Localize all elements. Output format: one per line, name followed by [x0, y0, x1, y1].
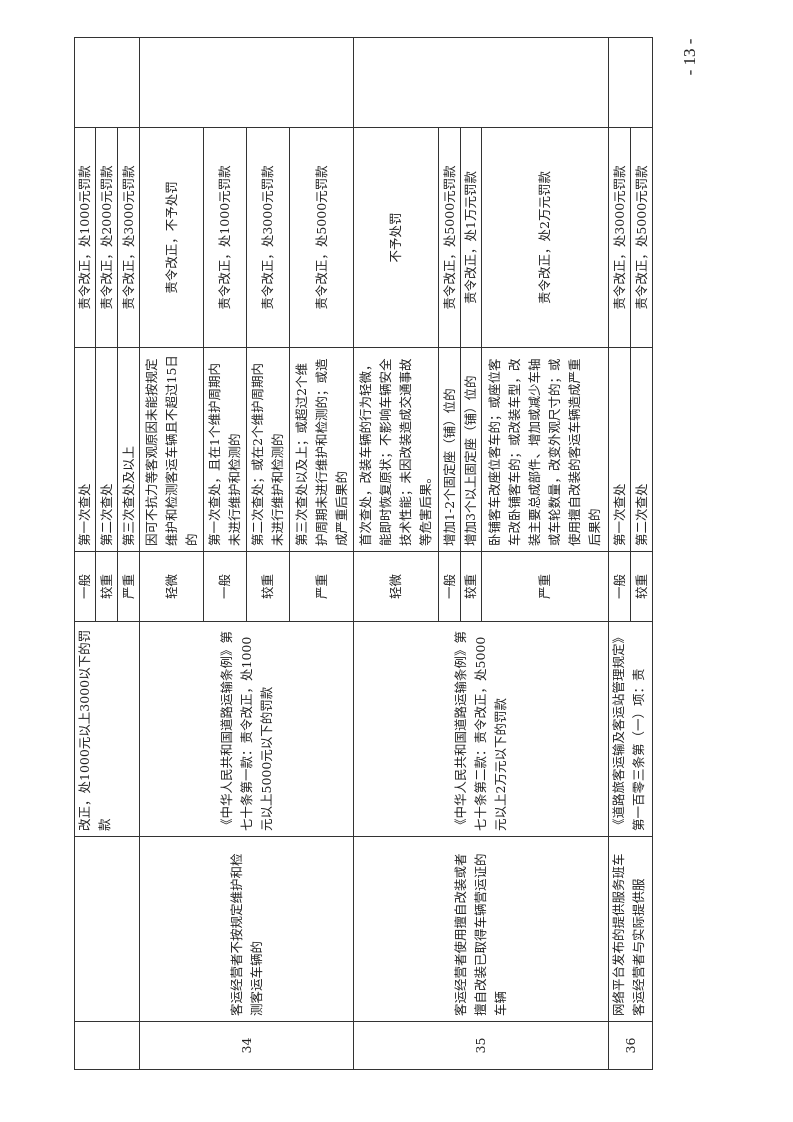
penalty-cell: 责令改正，处5000元罚款 [289, 127, 354, 348]
case-cell: 第一次查处，且在1个维护周期内未进行维护和检测的 [203, 347, 247, 552]
penalty-cell: 责令改正，处3000元罚款 [246, 127, 290, 348]
case-cell: 因可不抗力等客观原因未能按规定维护和检测客运车辆且不超过15日的 [139, 347, 204, 552]
level-cell: 严重 [117, 551, 140, 622]
case-cell: 首次查处，改装车辆的行为轻微，能即时恢复原状；不影响车辆安全技术性能；未因改装造… [353, 347, 439, 552]
legal-cell: 《中华人民共和国道路运输条例》第七十条第二款：责令改正，处5000元以上2万元以… [353, 621, 609, 837]
remark-cell [74, 37, 140, 128]
seq-cell: 35 [353, 1021, 609, 1070]
level-cell: 较重 [630, 551, 653, 622]
table-row: 36 网络平台发布的提供服务班车客运经营者与实际提供服 《道路旅客运输及客运站管… [608, 37, 653, 1070]
level-cell: 较重 [246, 551, 290, 622]
level-cell: 一般 [608, 551, 631, 622]
penalty-cell: 责令改正，处1万元罚款 [460, 127, 482, 348]
penalty-cell: 责令改正，处2000元罚款 [95, 127, 118, 348]
table-row: 改正，处1000元以上3000以下的罚款 一般 第一次查处 责令改正，处1000… [74, 37, 140, 1070]
seq-cell [74, 1021, 140, 1070]
case-cell: 卧铺客车改座位客车的；或座位客车改卧铺客车的；或改装车型，改装主要总成部件、增加… [481, 347, 609, 552]
penalty-cell: 不予处罚 [353, 127, 439, 348]
penalty-cell: 责令改正，处1000元罚款 [203, 127, 247, 348]
page-number: - 13 - [680, 38, 699, 76]
penalty-cell: 责令改正，处3000元罚款 [117, 127, 140, 348]
case-cell: 第一次查处 [608, 347, 631, 552]
table-row: 35 客运经营者使用擅自改装或者擅自改装已取得车辆营运证的车辆 《中华人民共和国… [353, 37, 609, 1070]
level-cell: 较重 [460, 551, 482, 622]
desc-cell: 客运经营者使用擅自改装或者擅自改装已取得车辆营运证的车辆 [353, 836, 609, 1022]
penalty-table: 改正，处1000元以上3000以下的罚款 一般 第一次查处 责令改正，处1000… [74, 37, 653, 1070]
case-cell: 第一次查处 [74, 347, 96, 552]
case-cell: 第三次查处及以上 [117, 347, 140, 552]
penalty-cell: 责令改正，处1000元罚款 [74, 127, 96, 348]
case-cell: 第二次查处 [630, 347, 653, 552]
penalty-cell: 责令改正，处2万元罚款 [481, 127, 609, 348]
penalty-cell: 责令改正，处5000元罚款 [630, 127, 653, 348]
desc-cell: 客运经营者不按规定维护和检测客运车辆的 [139, 836, 354, 1022]
penalty-cell: 责令改正，不予处罚 [139, 127, 204, 348]
case-cell: 增加3个以上固定座（铺）位的 [460, 347, 482, 552]
level-cell: 轻微 [353, 551, 439, 622]
case-cell: 第二次查处 [95, 347, 118, 552]
level-cell: 严重 [481, 551, 609, 622]
case-cell: 第二次查处；或在2个维护周期内未进行维护和检测的 [246, 347, 290, 552]
seq-cell: 36 [608, 1021, 653, 1070]
legal-cell: 《中华人民共和国道路运输条例》第七十条第一款：责令改正，处1000元以上5000… [139, 621, 354, 837]
table-row: 34 客运经营者不按规定维护和检测客运车辆的 《中华人民共和国道路运输条例》第七… [139, 37, 354, 1070]
legal-cell: 改正，处1000元以上3000以下的罚款 [74, 621, 140, 837]
legal-cell: 《道路旅客运输及客运站管理规定》第一百零三条第（一）项：责 [608, 621, 653, 837]
level-cell: 严重 [289, 551, 354, 622]
desc-cell: 网络平台发布的提供服务班车客运经营者与实际提供服 [608, 836, 653, 1022]
case-cell: 增加1-2个固定座（铺）位的 [438, 347, 461, 552]
level-cell: 轻微 [139, 551, 204, 622]
remark-cell [139, 37, 354, 128]
case-cell: 第三次查处以及上；或超过2个维护周期未进行维护和检测的；或造成严重后果的 [289, 347, 354, 552]
seq-cell: 34 [139, 1021, 354, 1070]
level-cell: 一般 [438, 551, 461, 622]
penalty-cell: 责令改正，处5000元罚款 [438, 127, 461, 348]
remark-cell [608, 37, 653, 128]
remark-cell [353, 37, 609, 128]
desc-cell [74, 836, 140, 1022]
level-cell: 一般 [74, 551, 96, 622]
level-cell: 一般 [203, 551, 247, 622]
level-cell: 较重 [95, 551, 118, 622]
penalty-cell: 责令改正，处3000元罚款 [608, 127, 631, 348]
